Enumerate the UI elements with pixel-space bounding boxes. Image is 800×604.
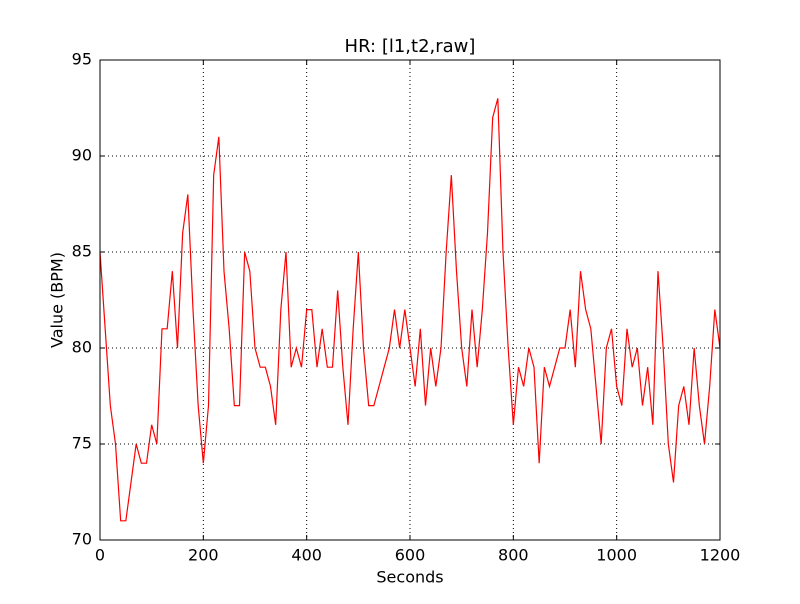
y-tick-label: 75 (72, 434, 92, 453)
x-tick-label: 1000 (596, 546, 637, 565)
x-tick-label: 400 (291, 546, 322, 565)
x-axis-label: Seconds (376, 568, 443, 587)
data-line (99, 98, 721, 522)
x-tick-label: 600 (395, 546, 426, 565)
plot-frame (99, 59, 721, 541)
x-tick-label: 200 (188, 546, 219, 565)
chart-title: HR: [l1,t2,raw] (345, 36, 476, 57)
y-axis-label: Value (BPM) (48, 252, 67, 348)
x-tick-label: 800 (498, 546, 529, 565)
y-tick-label: 80 (72, 338, 92, 357)
y-tick-label: 90 (72, 146, 92, 165)
x-tick-label: 1200 (700, 546, 741, 565)
y-tick-label: 85 (72, 242, 92, 261)
y-tick-label: 95 (72, 50, 92, 69)
y-tick-label: 70 (72, 530, 92, 549)
x-tick-label: 0 (95, 546, 105, 565)
